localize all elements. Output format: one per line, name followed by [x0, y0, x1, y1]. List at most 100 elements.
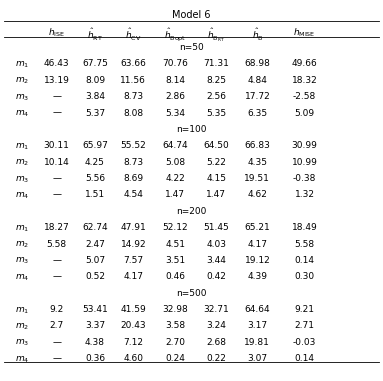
Text: 10.99: 10.99 [291, 158, 318, 167]
Text: 2.86: 2.86 [165, 92, 185, 101]
Text: 2.7: 2.7 [49, 322, 64, 330]
Text: 49.66: 49.66 [291, 59, 318, 69]
Text: 2.71: 2.71 [295, 322, 314, 330]
Text: $\hat{h}_{\mathrm{Bopt}}$: $\hat{h}_{\mathrm{Bopt}}$ [164, 27, 187, 43]
Text: 3.37: 3.37 [85, 322, 105, 330]
Text: $m_3$: $m_3$ [15, 92, 29, 103]
Text: $m_4$: $m_4$ [15, 272, 30, 283]
Text: 62.74: 62.74 [82, 223, 108, 232]
Text: 30.99: 30.99 [291, 141, 318, 150]
Text: 8.25: 8.25 [206, 76, 226, 85]
Text: 9.21: 9.21 [295, 305, 314, 314]
Text: -2.58: -2.58 [293, 92, 316, 101]
Text: 18.32: 18.32 [291, 76, 318, 85]
Text: 3.07: 3.07 [247, 354, 267, 363]
Text: $h_{\mathrm{MISE}}$: $h_{\mathrm{MISE}}$ [293, 27, 316, 39]
Text: —: — [52, 272, 61, 281]
Text: 3.44: 3.44 [206, 256, 226, 265]
Text: 53.41: 53.41 [82, 305, 108, 314]
Text: 5.34: 5.34 [165, 109, 185, 118]
Text: 4.60: 4.60 [123, 354, 143, 363]
Text: 4.15: 4.15 [206, 174, 226, 183]
Text: 5.37: 5.37 [85, 109, 105, 118]
Text: n=200: n=200 [176, 207, 207, 216]
Text: 2.47: 2.47 [85, 240, 105, 248]
Text: 4.39: 4.39 [247, 272, 267, 281]
Text: 71.31: 71.31 [203, 59, 229, 69]
Text: Model 6: Model 6 [172, 10, 211, 19]
Text: 4.03: 4.03 [206, 240, 226, 248]
Text: 4.54: 4.54 [123, 190, 143, 200]
Text: —: — [52, 190, 61, 200]
Text: n=500: n=500 [176, 289, 207, 298]
Text: 4.51: 4.51 [165, 240, 185, 248]
Text: $m_3$: $m_3$ [15, 338, 29, 348]
Text: 64.74: 64.74 [163, 141, 188, 150]
Text: 52.12: 52.12 [163, 223, 188, 232]
Text: 19.12: 19.12 [244, 256, 270, 265]
Text: 8.73: 8.73 [123, 158, 143, 167]
Text: 65.21: 65.21 [244, 223, 270, 232]
Text: 4.62: 4.62 [247, 190, 267, 200]
Text: 5.35: 5.35 [206, 109, 226, 118]
Text: n=50: n=50 [179, 43, 204, 52]
Text: 5.58: 5.58 [47, 240, 67, 248]
Text: 8.69: 8.69 [123, 174, 143, 183]
Text: —: — [52, 338, 61, 347]
Text: n=100: n=100 [176, 125, 207, 134]
Text: 5.08: 5.08 [165, 158, 185, 167]
Text: 4.35: 4.35 [247, 158, 267, 167]
Text: —: — [52, 109, 61, 118]
Text: 68.98: 68.98 [244, 59, 270, 69]
Text: $m_4$: $m_4$ [15, 190, 30, 201]
Text: 0.36: 0.36 [85, 354, 105, 363]
Text: 19.51: 19.51 [244, 174, 270, 183]
Text: 64.64: 64.64 [245, 305, 270, 314]
Text: 0.14: 0.14 [295, 354, 314, 363]
Text: $m_1$: $m_1$ [15, 223, 29, 234]
Text: 0.52: 0.52 [85, 272, 105, 281]
Text: 1.47: 1.47 [165, 190, 185, 200]
Text: 8.08: 8.08 [123, 109, 143, 118]
Text: 7.12: 7.12 [123, 338, 143, 347]
Text: $m_3$: $m_3$ [15, 256, 29, 266]
Text: $\hat{h}_{\mathrm{CV}}$: $\hat{h}_{\mathrm{CV}}$ [125, 27, 142, 43]
Text: 4.22: 4.22 [165, 174, 185, 183]
Text: 0.46: 0.46 [165, 272, 185, 281]
Text: $m_2$: $m_2$ [15, 158, 29, 168]
Text: 13.19: 13.19 [44, 76, 70, 85]
Text: 17.72: 17.72 [244, 92, 270, 101]
Text: -0.03: -0.03 [293, 338, 316, 347]
Text: $m_1$: $m_1$ [15, 305, 29, 315]
Text: 4.38: 4.38 [85, 338, 105, 347]
Text: $m_3$: $m_3$ [15, 174, 29, 184]
Text: 0.42: 0.42 [206, 272, 226, 281]
Text: 63.66: 63.66 [120, 59, 146, 69]
Text: 6.35: 6.35 [247, 109, 267, 118]
Text: 14.92: 14.92 [121, 240, 146, 248]
Text: 8.14: 8.14 [165, 76, 185, 85]
Text: 2.56: 2.56 [206, 92, 226, 101]
Text: 8.73: 8.73 [123, 92, 143, 101]
Text: 3.17: 3.17 [247, 322, 267, 330]
Text: 51.45: 51.45 [203, 223, 229, 232]
Text: $m_4$: $m_4$ [15, 354, 30, 365]
Text: $m_4$: $m_4$ [15, 109, 30, 119]
Text: 30.11: 30.11 [44, 141, 70, 150]
Text: —: — [52, 92, 61, 101]
Text: 47.91: 47.91 [120, 223, 146, 232]
Text: 5.56: 5.56 [85, 174, 105, 183]
Text: —: — [52, 354, 61, 363]
Text: 32.98: 32.98 [162, 305, 188, 314]
Text: 5.07: 5.07 [85, 256, 105, 265]
Text: $\hat{h}_{\mathrm{RT}}$: $\hat{h}_{\mathrm{RT}}$ [87, 27, 103, 43]
Text: -0.38: -0.38 [293, 174, 316, 183]
Text: 3.24: 3.24 [206, 322, 226, 330]
Text: 41.59: 41.59 [120, 305, 146, 314]
Text: 67.75: 67.75 [82, 59, 108, 69]
Text: 4.17: 4.17 [247, 240, 267, 248]
Text: 1.47: 1.47 [206, 190, 226, 200]
Text: $\hat{h}_{\mathrm{B}}$: $\hat{h}_{\mathrm{B}}$ [252, 27, 263, 43]
Text: 5.09: 5.09 [295, 109, 314, 118]
Text: 10.14: 10.14 [44, 158, 70, 167]
